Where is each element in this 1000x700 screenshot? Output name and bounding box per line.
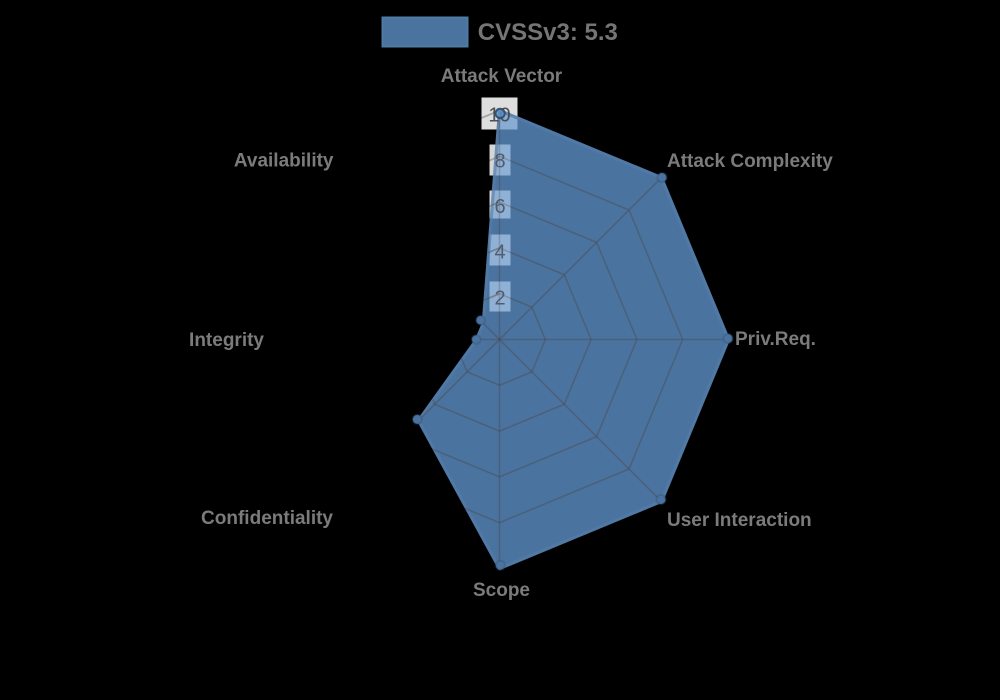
svg-text:2: 2	[494, 288, 505, 310]
svg-text:CVSSv3: 5.3: CVSSv3: 5.3	[478, 19, 618, 46]
svg-text:Availability: Availability	[234, 151, 334, 172]
svg-text:4: 4	[494, 242, 505, 264]
svg-text:Scope: Scope	[473, 580, 530, 601]
svg-text:8: 8	[494, 151, 505, 173]
svg-text:Confidentiality: Confidentiality	[201, 508, 333, 529]
svg-text:Integrity: Integrity	[189, 330, 264, 351]
svg-text:User Interaction: User Interaction	[667, 510, 812, 531]
svg-text:Attack Vector: Attack Vector	[441, 66, 563, 87]
svg-text:Attack Complexity: Attack Complexity	[667, 151, 833, 172]
svg-text:Priv.Req.: Priv.Req.	[735, 329, 816, 350]
svg-text:6: 6	[494, 196, 505, 218]
